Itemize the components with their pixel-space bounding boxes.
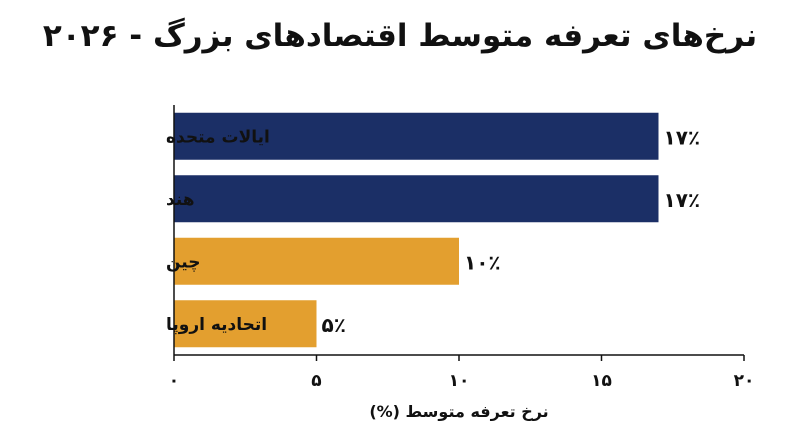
data-label: ۵٪: [322, 313, 346, 337]
bar: [174, 175, 659, 223]
category-label: اتحادیه اروپا: [166, 315, 267, 335]
bars-group: [174, 112, 659, 348]
chart-title: نرخ‌های تعرفه متوسط اقتصادهای بزرگ - ۲۰۲…: [42, 18, 758, 54]
x-tick-label: ۵: [311, 371, 321, 391]
data-label: ۱۰٪: [464, 250, 501, 274]
x-tick-label: ۰: [169, 371, 179, 391]
bar: [174, 300, 317, 348]
category-label: چین: [166, 252, 201, 272]
x-ticks-group: ۰ ۵ ۱۰ ۱۵ ۲۰: [169, 355, 755, 391]
x-tick-label: ۱۰: [449, 371, 470, 391]
bar: [174, 112, 659, 160]
x-tick-label: ۱۵: [591, 371, 612, 391]
category-label: هند: [166, 190, 195, 210]
data-label: ۱۷٪: [664, 125, 701, 149]
category-label: ایالات متحده: [166, 127, 270, 147]
data-label: ۱۷٪: [664, 188, 701, 212]
x-axis-label: نرخ تعرفه متوسط (%): [369, 402, 548, 421]
x-tick-label: ۲۰: [734, 371, 755, 391]
bar: [174, 237, 459, 285]
